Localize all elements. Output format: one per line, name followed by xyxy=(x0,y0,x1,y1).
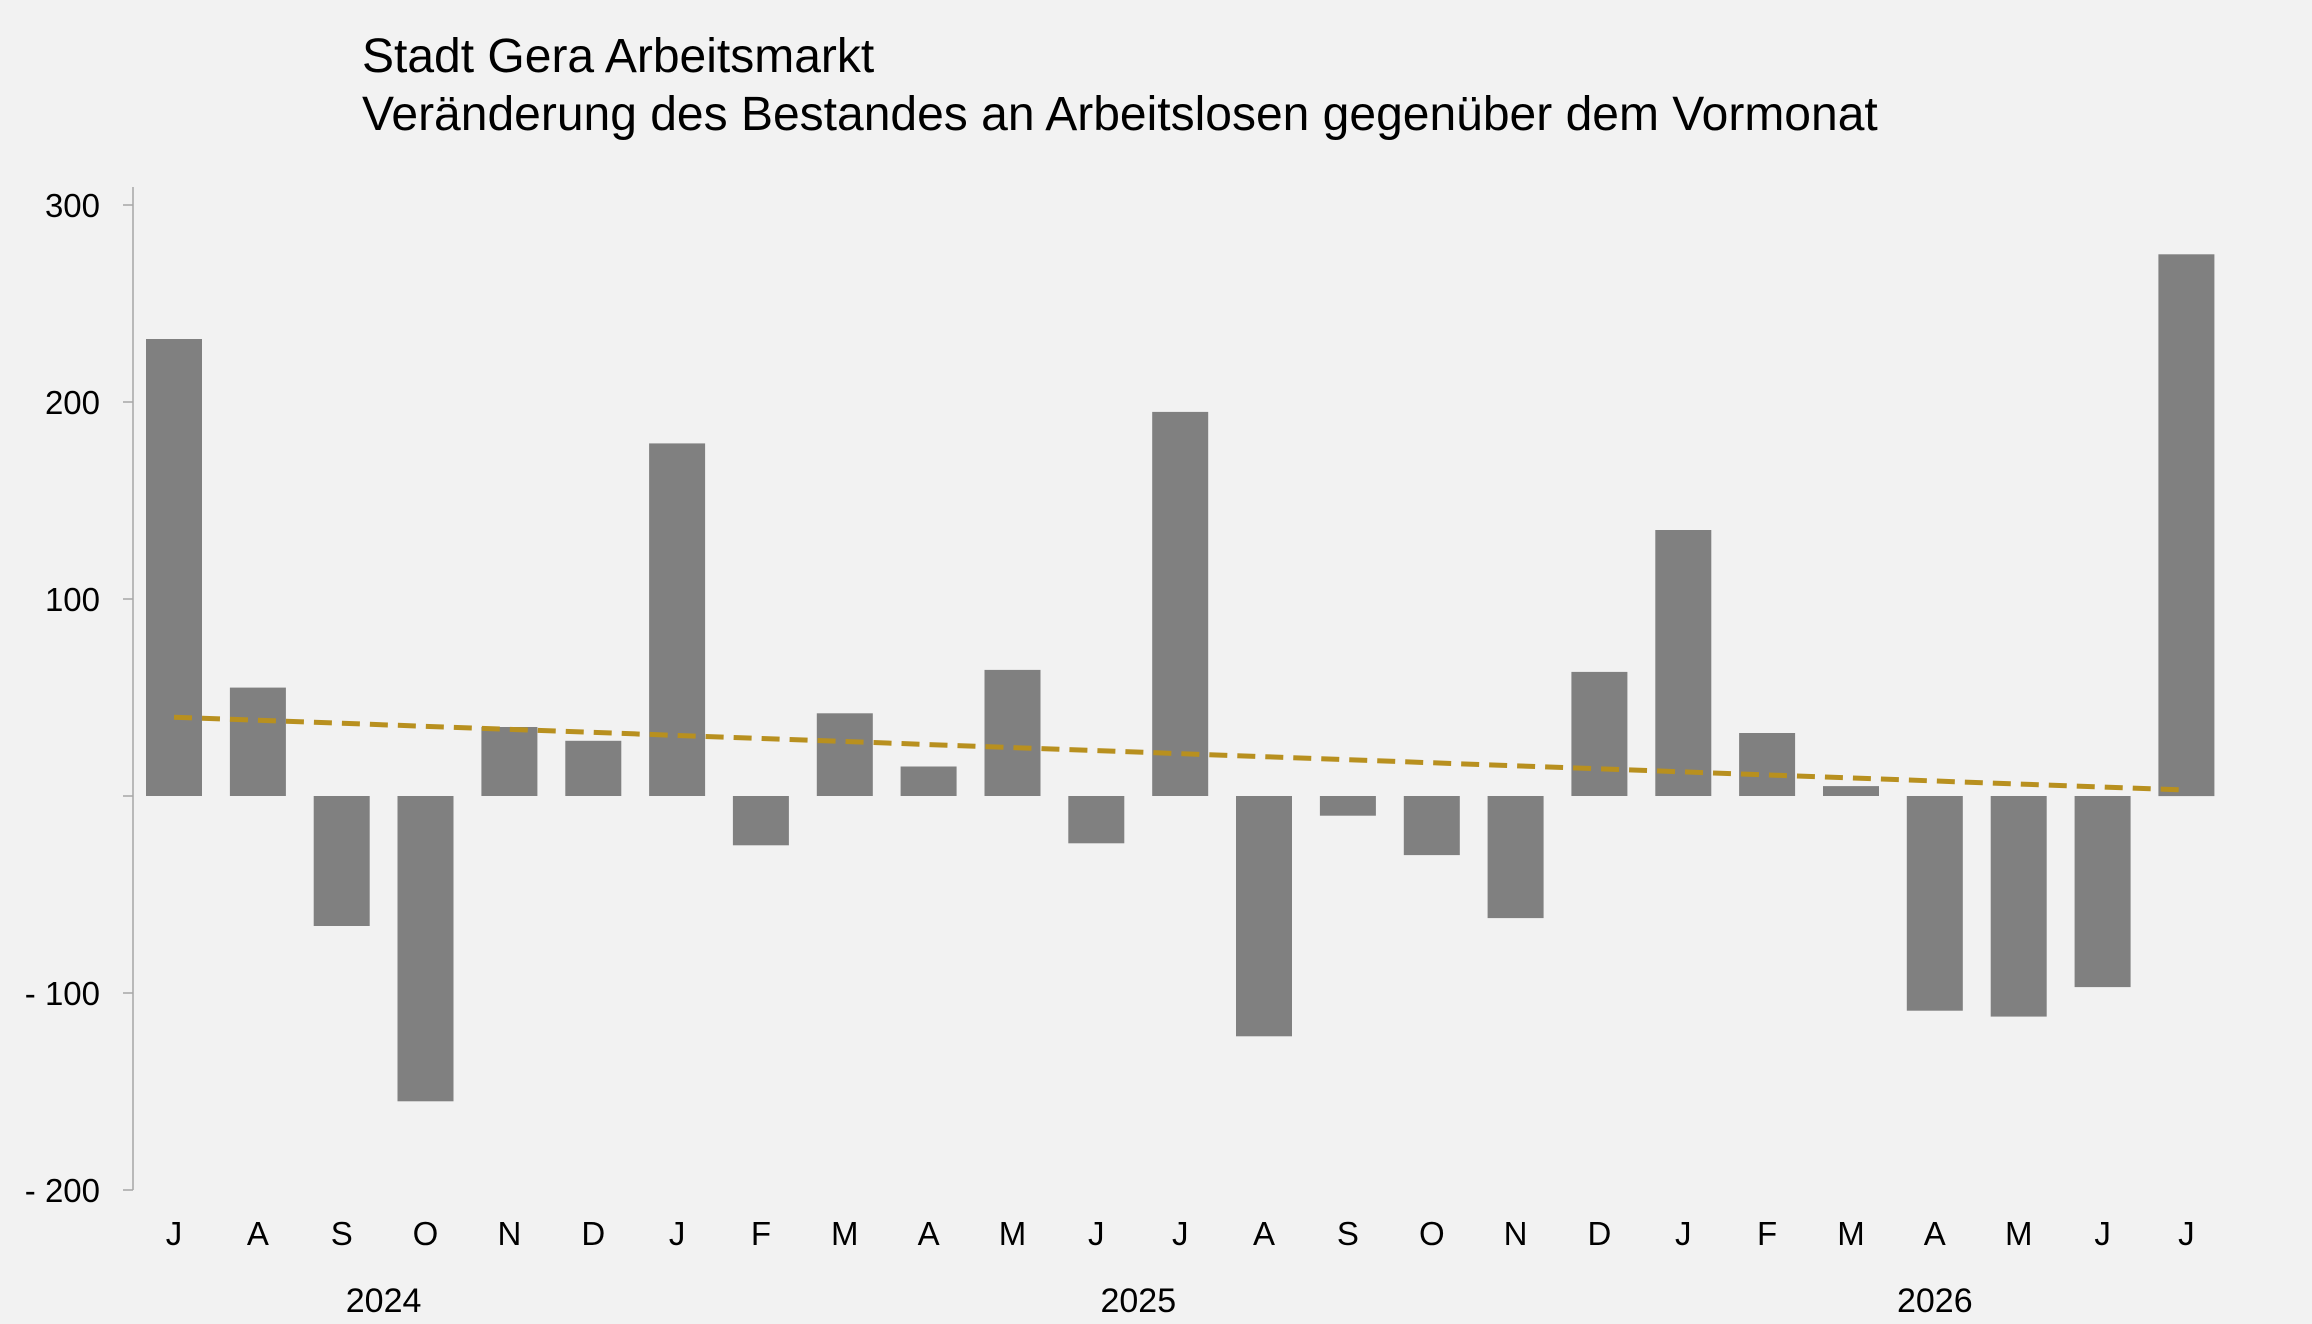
y-tick-label: 300 xyxy=(45,187,100,224)
bar xyxy=(1236,796,1292,1037)
x-category-label: O xyxy=(1419,1215,1445,1252)
x-year-label: 2025 xyxy=(1100,1282,1176,1320)
bar xyxy=(1739,733,1796,796)
x-category-label: M xyxy=(1837,1215,1865,1252)
y-tick-label: 200 xyxy=(45,384,100,421)
x-category-label: D xyxy=(581,1215,605,1252)
x-category-label: M xyxy=(999,1215,1027,1252)
x-category-label: N xyxy=(497,1215,521,1252)
x-year-label: 2024 xyxy=(346,1282,422,1320)
x-category-label: N xyxy=(1504,1215,1528,1252)
bar xyxy=(2074,796,2131,988)
bar xyxy=(1068,796,1125,844)
bar xyxy=(1152,411,1209,796)
x-category-label: O xyxy=(413,1215,439,1252)
x-category-label: S xyxy=(1337,1215,1359,1252)
x-year-label: 2026 xyxy=(1897,1282,1973,1320)
x-category-label: D xyxy=(1587,1215,1611,1252)
y-tick-label: - 200 xyxy=(25,1172,100,1209)
chart-title-block: Stadt Gera Arbeitsmarkt Veränderung des … xyxy=(362,28,1878,144)
bar xyxy=(1823,786,1879,796)
bar xyxy=(481,727,538,796)
bar xyxy=(1990,796,2047,1017)
bar xyxy=(1487,796,1544,919)
bar xyxy=(1906,796,1963,1011)
x-category-label: A xyxy=(918,1215,940,1252)
y-tick-label: 100 xyxy=(45,581,100,618)
bar xyxy=(1571,671,1628,796)
x-category-label: A xyxy=(1253,1215,1275,1252)
x-category-label: A xyxy=(247,1215,269,1252)
bar xyxy=(732,796,789,846)
bar xyxy=(900,766,957,796)
x-category-label: J xyxy=(1172,1215,1189,1252)
bar xyxy=(313,796,370,926)
bar xyxy=(397,796,454,1102)
x-category-label: J xyxy=(1088,1215,1105,1252)
bar xyxy=(649,443,706,796)
x-category-label: F xyxy=(751,1215,771,1252)
x-category-label: S xyxy=(331,1215,353,1252)
bar xyxy=(984,669,1041,796)
x-category-label: J xyxy=(669,1215,686,1252)
x-category-label: F xyxy=(1757,1215,1777,1252)
chart-title: Stadt Gera Arbeitsmarkt xyxy=(362,30,875,83)
bar xyxy=(816,713,873,796)
y-tick-label: - 100 xyxy=(25,975,100,1012)
bar xyxy=(1319,796,1376,816)
chart-subtitle: Veränderung des Bestandes an Arbeitslose… xyxy=(362,88,1878,141)
x-category-label: J xyxy=(166,1215,183,1252)
bar xyxy=(229,687,286,796)
x-category-label: J xyxy=(2094,1215,2111,1252)
bar xyxy=(1655,530,1712,796)
bar xyxy=(565,740,622,796)
bar xyxy=(1403,796,1460,856)
x-category-label: J xyxy=(1675,1215,1692,1252)
bar xyxy=(2158,254,2215,797)
x-category-label: J xyxy=(2178,1215,2195,1252)
x-category-label: A xyxy=(1924,1215,1946,1252)
bar xyxy=(146,339,202,796)
x-category-label: M xyxy=(2005,1215,2033,1252)
x-category-label: M xyxy=(831,1215,859,1252)
